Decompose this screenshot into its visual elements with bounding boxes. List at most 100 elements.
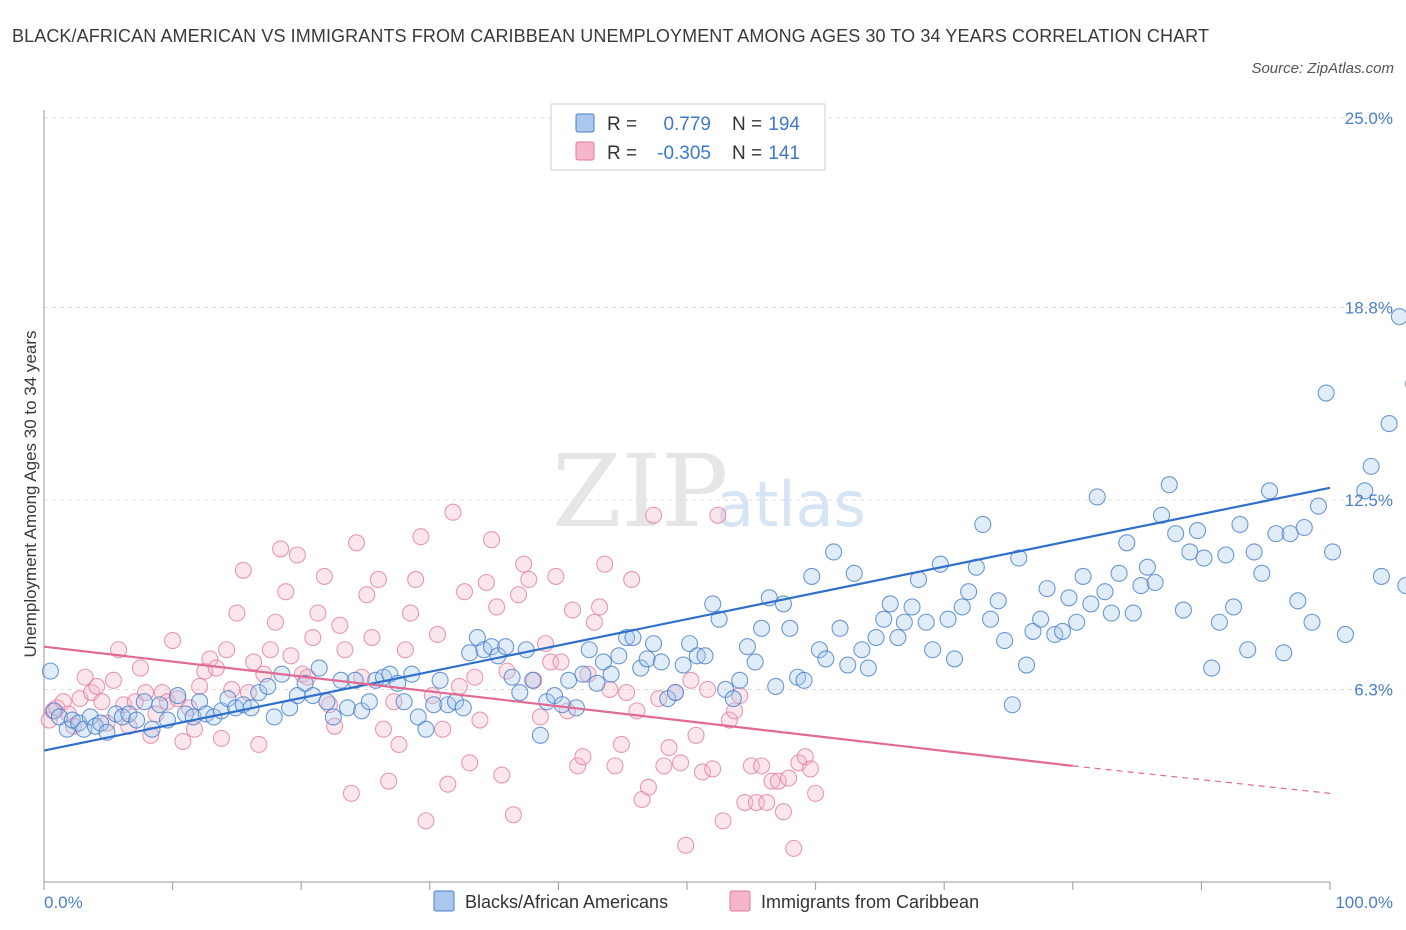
- caribbean-point: [374, 720, 393, 738]
- black-african-american-point: [1275, 644, 1293, 662]
- caribbean-point: [682, 671, 700, 689]
- caribbean-point: [110, 641, 128, 659]
- caribbean-point: [363, 628, 381, 647]
- caribbean-point: [709, 506, 727, 524]
- caribbean-point: [272, 540, 290, 558]
- caribbean-point: [585, 613, 603, 631]
- black-african-american-point: [1146, 573, 1164, 592]
- black-african-american-point: [409, 708, 427, 726]
- caribbean-point: [758, 793, 776, 812]
- caribbean-point: [336, 641, 354, 659]
- black-african-american-point: [497, 638, 515, 656]
- y-tick-label: 25.0%: [1345, 109, 1393, 128]
- caribbean-point: [455, 583, 474, 601]
- black-african-american-point: [867, 628, 885, 647]
- caribbean-point: [326, 717, 344, 735]
- black-african-american-point: [681, 635, 699, 653]
- legend-n-label-blue: N =: [732, 114, 762, 135]
- caribbean-point: [482, 531, 501, 549]
- caribbean-point: [401, 604, 420, 622]
- black-african-american-point: [839, 656, 857, 674]
- caribbean-point: [434, 720, 452, 738]
- black-african-american-point: [1336, 625, 1354, 644]
- black-african-american-point: [1380, 415, 1398, 433]
- caribbean-point: [76, 668, 94, 686]
- legend-r-label-blue: R =: [607, 114, 637, 135]
- caribbean-point: [142, 726, 160, 744]
- black-african-american-point: [674, 656, 692, 674]
- legend-n-value-pink: 141: [768, 143, 800, 164]
- black-african-american-point: [310, 659, 328, 677]
- caribbean-point: [304, 628, 322, 647]
- caribbean-point: [131, 659, 149, 677]
- black-african-american-point: [781, 619, 799, 637]
- black-african-american-point: [1203, 659, 1221, 677]
- x-axis-ticks: [43, 882, 1331, 890]
- caribbean-point: [288, 546, 306, 564]
- black-african-american-point: [511, 683, 529, 702]
- caribbean-point: [185, 720, 204, 738]
- caribbean-point: [342, 784, 360, 802]
- y-tick-label: 18.8%: [1345, 298, 1393, 317]
- black-african-american-point: [610, 647, 628, 665]
- black-african-american-point: [1245, 543, 1263, 561]
- x-tick-label-max: 100.0%: [1335, 893, 1393, 912]
- caribbean-point: [488, 598, 506, 616]
- black-african-american-point: [553, 696, 571, 714]
- caribbean-point: [807, 784, 825, 802]
- black-african-american-point: [41, 662, 59, 680]
- caribbean-point: [736, 793, 754, 812]
- caribbean-point: [266, 613, 285, 631]
- black-african-american-point: [803, 567, 821, 585]
- black-african-american-point: [296, 674, 314, 692]
- x-tick-label-min: 0.0%: [44, 893, 83, 912]
- black-african-american-point: [1132, 577, 1150, 595]
- black-african-american-point: [1174, 601, 1192, 619]
- legend-r-value-pink: -0.305: [657, 143, 711, 164]
- caribbean-point: [504, 806, 522, 824]
- caribbean-point: [137, 683, 155, 702]
- black-african-american-point: [710, 610, 728, 628]
- black-african-american-point: [1289, 592, 1307, 610]
- black-african-american-point: [895, 613, 913, 631]
- chart-title: BLACK/AFRICAN AMERICAN VS IMMIGRANTS FRO…: [12, 26, 1210, 46]
- black-african-american-point: [817, 650, 835, 668]
- black-african-american-point: [753, 619, 771, 637]
- series-legend-label-blue: Blacks/African Americans: [465, 892, 668, 912]
- caribbean-point: [574, 748, 592, 766]
- caribbean-point: [774, 803, 793, 821]
- black-african-american-point: [767, 677, 785, 695]
- caribbean-point: [385, 693, 403, 711]
- caribbean-point: [785, 839, 803, 857]
- black-african-american-point: [324, 708, 342, 726]
- caribbean-point: [358, 586, 376, 604]
- caribbean-point: [742, 757, 760, 775]
- black-african-american-point: [1068, 613, 1086, 631]
- black-african-american-point: [903, 598, 921, 616]
- caribbean-point: [428, 625, 447, 644]
- caribbean-point: [596, 555, 614, 573]
- black-african-american-point: [931, 555, 949, 573]
- black-african-american-point: [503, 668, 521, 686]
- black-african-american-point: [939, 610, 957, 628]
- black-african-american-point: [638, 650, 656, 668]
- caribbean-point: [769, 772, 787, 790]
- black-african-american-point: [974, 515, 992, 533]
- y-tick-label: 12.5%: [1345, 491, 1393, 510]
- blue-trend-line: [43, 486, 1331, 752]
- caribbean-point: [569, 757, 587, 775]
- legend-n-value-blue: 194: [768, 114, 800, 135]
- black-african-american-point: [395, 693, 413, 711]
- caribbean-point: [228, 604, 246, 622]
- black-african-american-point: [1088, 488, 1106, 506]
- caribbean-point: [509, 586, 528, 604]
- black-african-american-point: [128, 711, 146, 729]
- caribbean-point: [515, 555, 533, 573]
- black-african-american-point: [1188, 522, 1207, 540]
- y-axis-label: Unemployment Among Ages 30 to 34 years: [21, 331, 40, 658]
- caribbean-point: [309, 604, 327, 622]
- black-african-american-point: [531, 726, 549, 744]
- black-african-american-point: [859, 659, 877, 677]
- caribbean-point: [639, 778, 657, 796]
- black-african-american-point: [1309, 497, 1327, 515]
